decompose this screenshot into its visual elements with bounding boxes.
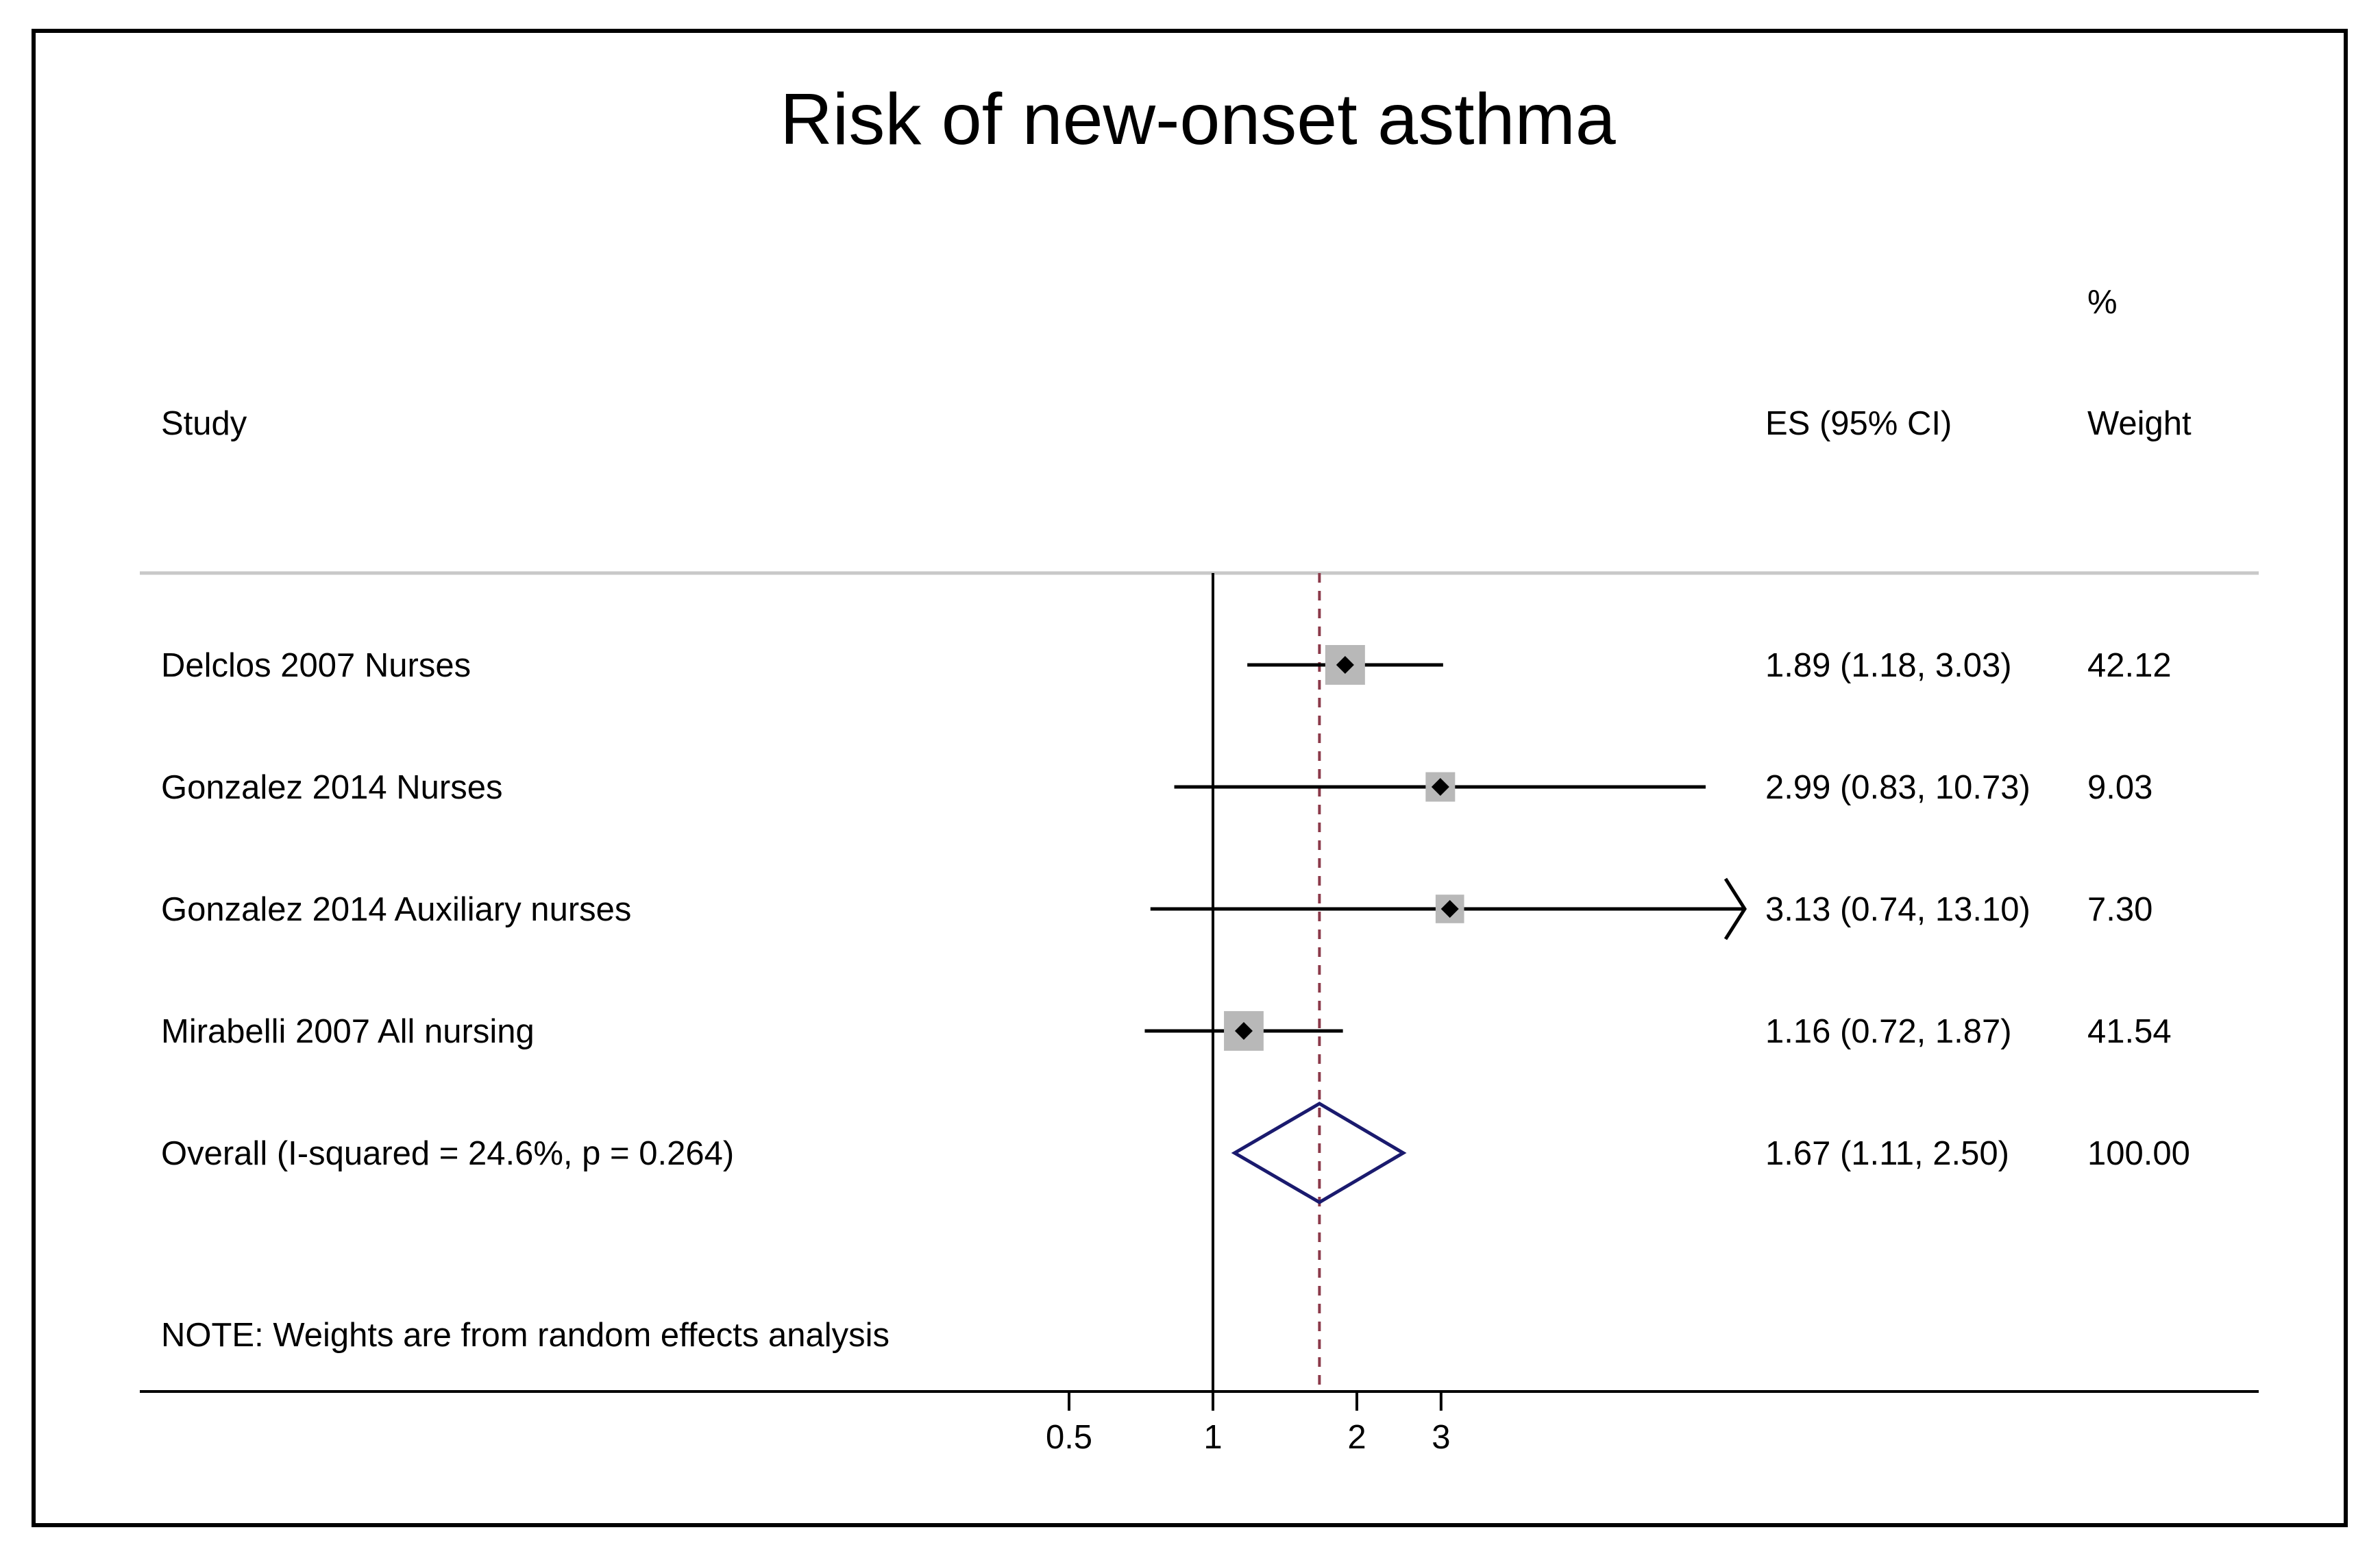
study-row: Mirabelli 2007 All nursing 1.16 (0.72, 1.… — [161, 1011, 2172, 1051]
x-tick-label: 2 — [1347, 1419, 1366, 1456]
overall-row: Overall (I-squared = 24.6%, p = 0.264) 1.… — [161, 1102, 2190, 1204]
point-estimate — [1234, 1022, 1253, 1040]
overall-weight-text: 100.00 — [2087, 1135, 2190, 1172]
study-label: Gonzalez 2014 Nurses — [161, 769, 502, 806]
weight-text: 41.54 — [2087, 1013, 2172, 1050]
study-label: Mirabelli 2007 All nursing — [161, 1013, 535, 1050]
ci-truncation-arrow — [1723, 877, 1747, 940]
overall-diamond — [1231, 1102, 1407, 1204]
point-estimate — [1336, 656, 1354, 674]
study-label: Delclos 2007 Nurses — [161, 647, 471, 684]
x-tick-label: 3 — [1432, 1419, 1450, 1456]
overall-label: Overall (I-squared = 24.6%, p = 0.264) — [161, 1135, 734, 1172]
effect-size-text: 1.89 (1.18, 3.03) — [1765, 647, 2012, 684]
weight-text: 7.30 — [2087, 891, 2152, 928]
effect-size-text: 2.99 (0.83, 10.73) — [1765, 769, 2031, 806]
es-column-header: ES (95% CI) — [1765, 405, 1952, 442]
figure-frame — [32, 29, 2348, 1527]
study-row: Gonzalez 2014 Auxiliary nurses 3.13 (0.74… — [161, 877, 2152, 940]
x-tick-label: 1 — [1203, 1419, 1222, 1456]
study-row: Delclos 2007 Nurses 1.89 (1.18, 3.03) 42.1… — [161, 645, 2172, 685]
effect-size-text: 1.16 (0.72, 1.87) — [1765, 1013, 2012, 1050]
effect-size-text: 3.13 (0.74, 13.10) — [1765, 891, 2031, 928]
weight-header-percent: % — [2087, 284, 2118, 321]
weight-text: 9.03 — [2087, 769, 2152, 806]
study-row: Gonzalez 2014 Nurses 2.99 (0.83, 10.73) 9.… — [161, 769, 2152, 806]
point-estimate — [1431, 778, 1449, 796]
point-estimate — [1440, 900, 1459, 918]
x-tick-label: 0.5 — [1046, 1419, 1092, 1456]
weight-text: 42.12 — [2087, 647, 2172, 684]
overall-effect-size-text: 1.67 (1.11, 2.50) — [1765, 1135, 2009, 1172]
study-column-header: Study — [161, 405, 247, 442]
study-label: Gonzalez 2014 Auxiliary nurses — [161, 891, 631, 928]
note-text: NOTE: Weights are from random effects an… — [161, 1317, 890, 1354]
weight-column-header: Weight — [2087, 405, 2192, 442]
chart-title: Risk of new-onset asthma — [780, 79, 1616, 160]
